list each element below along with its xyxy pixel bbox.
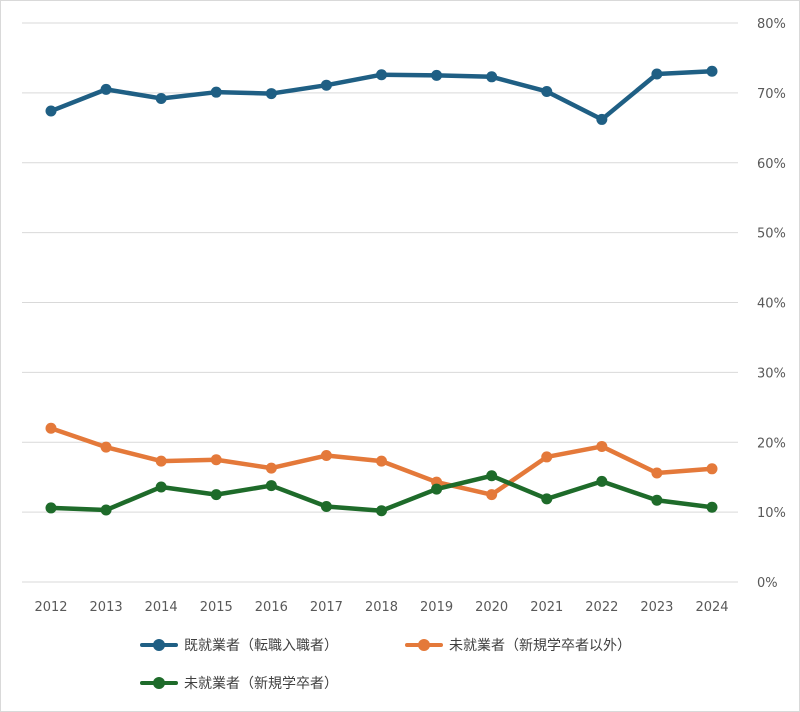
data-point xyxy=(100,441,112,453)
data-point xyxy=(265,462,277,474)
legend-label: 未就業者（新規学卒者） xyxy=(184,676,338,692)
x-tick-label: 2021 xyxy=(530,600,563,615)
data-point xyxy=(651,467,663,479)
data-point xyxy=(596,440,608,452)
legend-marker-icon xyxy=(140,638,178,652)
legend-marker-icon xyxy=(405,638,443,652)
legend-item-series-2: 未就業者（新規学卒者以外） xyxy=(405,635,631,655)
data-point xyxy=(596,475,608,487)
y-tick-label: 0% xyxy=(757,576,778,591)
y-tick-label: 70% xyxy=(757,87,786,102)
y-tick-label: 30% xyxy=(757,366,786,381)
x-tick-label: 2013 xyxy=(90,600,123,615)
data-point xyxy=(376,505,387,517)
data-point xyxy=(265,480,277,492)
x-tick-label: 2022 xyxy=(585,600,618,615)
x-tick-label: 2020 xyxy=(475,600,508,615)
x-tick-label: 2024 xyxy=(695,600,728,615)
gridlines xyxy=(22,22,738,583)
data-point xyxy=(320,450,332,462)
data-point xyxy=(155,92,167,104)
x-tick-label: 2014 xyxy=(145,600,178,615)
data-point xyxy=(265,88,277,100)
x-tick-label: 2015 xyxy=(200,600,233,615)
x-tick-label: 2023 xyxy=(640,600,673,615)
data-point xyxy=(486,489,498,501)
data-point xyxy=(706,463,718,475)
data-point xyxy=(155,455,167,467)
legend-dot xyxy=(418,639,430,651)
series-2 xyxy=(45,422,718,501)
data-point xyxy=(100,83,112,95)
legend-dot xyxy=(153,639,165,651)
data-point xyxy=(320,501,332,513)
data-point xyxy=(706,501,718,513)
series-lines xyxy=(45,65,718,517)
y-tick-label: 50% xyxy=(757,227,786,242)
legend-item-series-1: 既就業者（転職入職者） xyxy=(140,635,338,655)
data-point xyxy=(486,470,498,482)
y-tick-label: 60% xyxy=(757,157,786,172)
data-point xyxy=(210,489,222,501)
data-point xyxy=(431,483,443,495)
data-point xyxy=(100,504,112,516)
legend-label: 未就業者（新規学卒者以外） xyxy=(449,638,631,654)
x-tick-label: 2016 xyxy=(255,600,288,615)
x-tick-label: 2017 xyxy=(310,600,343,615)
data-point xyxy=(541,493,553,505)
data-point xyxy=(376,455,387,467)
x-tick-label: 2019 xyxy=(420,600,453,615)
legend-label: 既就業者（転職入職者） xyxy=(184,638,338,654)
data-point xyxy=(706,65,718,77)
data-point xyxy=(45,422,57,434)
y-axis-tick-labels: 0% 10% 20% 30% 40% 50% 60% 70% 80% xyxy=(757,17,786,591)
data-point xyxy=(651,68,663,80)
x-tick-label: 2012 xyxy=(34,600,67,615)
y-tick-label: 20% xyxy=(757,436,786,451)
legend-item-series-3: 未就業者（新規学卒者） xyxy=(140,673,338,693)
x-axis-tick-labels: 2012 2013 2014 2015 2016 2017 2018 2019 2020 2021… xyxy=(34,600,728,615)
data-point xyxy=(486,71,498,83)
data-point xyxy=(376,69,387,81)
data-point xyxy=(541,85,553,97)
x-tick-label: 2018 xyxy=(365,600,398,615)
data-point xyxy=(431,69,443,81)
y-tick-label: 80% xyxy=(757,17,786,32)
data-point xyxy=(210,454,222,466)
y-tick-label: 10% xyxy=(757,506,786,521)
data-point xyxy=(320,79,332,91)
data-point xyxy=(210,86,222,98)
series-3 xyxy=(45,470,718,517)
data-point xyxy=(596,113,608,125)
data-point xyxy=(155,481,167,493)
series-1 xyxy=(45,65,718,125)
legend-dot xyxy=(153,677,165,689)
data-point xyxy=(45,502,57,514)
data-point xyxy=(541,451,553,463)
data-point xyxy=(45,105,57,117)
legend-marker-icon xyxy=(140,676,178,690)
data-point xyxy=(651,494,663,506)
y-tick-label: 40% xyxy=(757,297,786,312)
